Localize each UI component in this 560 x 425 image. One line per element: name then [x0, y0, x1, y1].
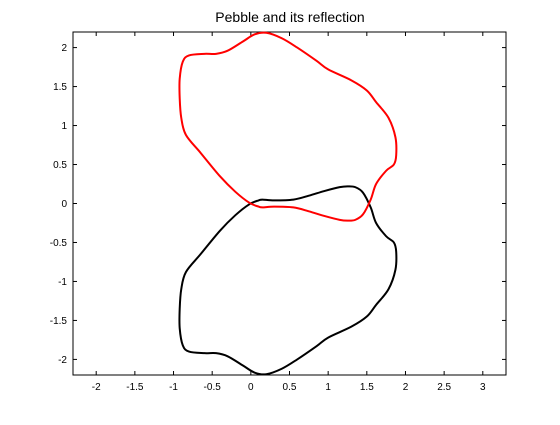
- x-tick-label: 2: [403, 382, 409, 393]
- x-tick: -0.5: [204, 32, 222, 393]
- x-tick-label: 0: [248, 382, 254, 393]
- y-tick-label: 0.5: [53, 160, 67, 171]
- x-tick: -2: [92, 32, 101, 393]
- x-tick: 1.5: [360, 32, 374, 393]
- y-tick-label: -1: [58, 277, 67, 288]
- y-tick: -1: [58, 277, 506, 288]
- series-layer: [178, 31, 398, 376]
- y-tick: 0.5: [53, 160, 506, 171]
- chart-title: Pebble and its reflection: [215, 9, 364, 25]
- reflection-curve: [178, 31, 398, 222]
- pebble-curve: [178, 185, 398, 376]
- x-tick: 0.5: [283, 32, 297, 393]
- x-tick: 2: [403, 32, 409, 393]
- y-tick: 0: [61, 199, 506, 210]
- x-tick-label: -1.5: [126, 382, 144, 393]
- x-tick-label: -1: [169, 382, 178, 393]
- x-tick: -1: [169, 32, 178, 393]
- y-tick-label: 2: [61, 43, 67, 54]
- y-tick: 2: [61, 43, 506, 54]
- y-tick: 1.5: [53, 82, 506, 93]
- x-tick: 2.5: [437, 32, 452, 393]
- y-tick-label: 0: [61, 199, 67, 210]
- x-tick-label: 1: [325, 382, 331, 393]
- x-tick-label: 1.5: [360, 382, 374, 393]
- y-tick: -1.5: [50, 316, 506, 327]
- x-tick: 3: [480, 32, 486, 393]
- y-tick-label: 1.5: [53, 82, 67, 93]
- x-tick-label: 0.5: [283, 382, 297, 393]
- plot-area-frame: [72, 31, 507, 376]
- x-tick-label: -0.5: [204, 382, 222, 393]
- x-tick: 1: [325, 32, 331, 393]
- x-tick-label: 3: [480, 382, 486, 393]
- y-tick: 1: [61, 121, 506, 132]
- axis-ticks: -2 -1.5 -1 -0.5 0 0.5 1 1.5 2 2.5 3 2 1.5 1 0.5 0 -0.5 -1…: [50, 32, 506, 393]
- y-tick-label: -0.5: [50, 238, 68, 249]
- y-tick-label: -2: [58, 355, 67, 366]
- y-tick-label: -1.5: [50, 316, 68, 327]
- x-tick: 0: [248, 32, 254, 393]
- x-tick: -1.5: [126, 32, 144, 393]
- y-tick: -2: [58, 355, 506, 366]
- x-tick-label: 2.5: [437, 382, 451, 393]
- y-tick-label: 1: [61, 121, 67, 132]
- y-tick: -0.5: [50, 238, 506, 249]
- x-tick-label: -2: [92, 382, 101, 393]
